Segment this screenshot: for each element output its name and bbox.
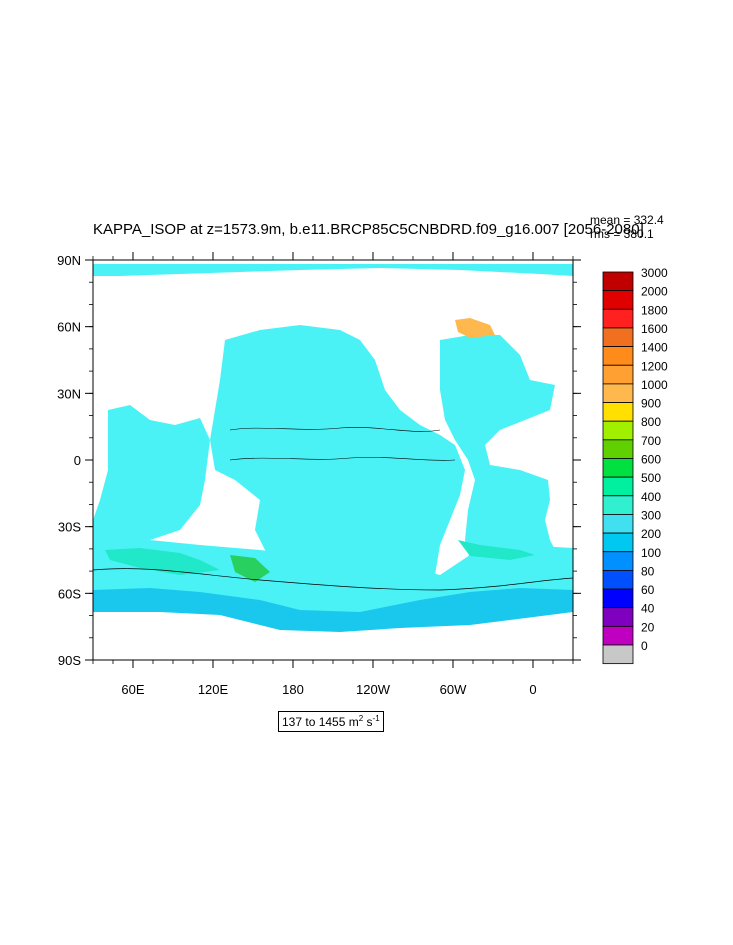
colorbar-box [602, 570, 634, 590]
lat-label: 30N [57, 386, 81, 401]
colorbar-box [602, 588, 634, 609]
colorbar-box [602, 625, 634, 646]
colorbar-box [602, 476, 634, 497]
arctic-ocean [93, 264, 573, 276]
tasman-patch [230, 555, 270, 582]
lon-label: 60W [440, 682, 467, 697]
lon-label: 60E [121, 682, 144, 697]
colorbar-label: 1400 [641, 341, 668, 355]
colorbar-box [602, 551, 634, 571]
colorbar-box [602, 607, 634, 627]
colorbar-box [602, 458, 634, 478]
indian-ocean [93, 405, 210, 550]
pacific-ocean [210, 325, 465, 580]
lon-label: 180 [282, 682, 304, 697]
map-panel [92, 259, 574, 661]
colorbar-label: 500 [641, 471, 661, 485]
colorbar-box [602, 402, 634, 422]
latitude-axis: 90N 60N 30N 0 30S 60S 90S [57, 253, 581, 668]
colorbar-box [602, 644, 634, 665]
colorbar-label: 700 [641, 434, 661, 448]
colorbar-box [602, 327, 634, 348]
southern-ocean [93, 540, 573, 628]
colorbar-box [602, 346, 634, 366]
colorbar-box [602, 420, 634, 441]
rms-stat: rms = 380.1 [590, 227, 654, 241]
longitude-axis: 60E 120E 180 120W 60W 0 [92, 252, 574, 697]
colorbar-label: 0 [641, 639, 648, 653]
lat-label: 0 [74, 453, 81, 468]
colorbar-label: 600 [641, 453, 661, 467]
labrador-patch [455, 318, 495, 338]
colorbar-label: 400 [641, 490, 661, 504]
colorbar-box [602, 271, 634, 292]
colorbar: 3000200018001600140012001000900800700600… [602, 266, 668, 665]
map-frame [92, 259, 574, 661]
colorbar-label: 100 [641, 546, 661, 560]
colorbar-label: 20 [641, 620, 655, 634]
colorbar-box [602, 383, 634, 403]
colorbar-label: 1000 [641, 378, 668, 392]
colorbar-box [602, 495, 634, 515]
colorbar-box [602, 290, 634, 310]
lon-label: 120E [198, 682, 229, 697]
lat-label: 30S [58, 520, 81, 535]
colorbar-label: 300 [641, 508, 661, 522]
colorbar-box [602, 439, 634, 459]
lon-label: 120W [356, 682, 391, 697]
south-atlantic-band [458, 540, 535, 560]
map-background [93, 260, 573, 660]
colorbar-label: 1600 [641, 322, 668, 336]
colorbar-label: 40 [641, 602, 655, 616]
units-label: 137 to 1455 m2 s-1 [278, 711, 384, 732]
colorbar-label: 900 [641, 397, 661, 411]
atlantic-ocean [440, 335, 560, 560]
colorbar-label: 2000 [641, 285, 668, 299]
colorbar-label: 800 [641, 415, 661, 429]
colorbar-label: 200 [641, 527, 661, 541]
colorbar-box [602, 364, 634, 385]
colorbar-label: 1800 [641, 303, 668, 317]
southern-low-band [93, 588, 573, 632]
tropical-contour-1 [229, 427, 441, 432]
lat-label: 60N [57, 320, 81, 335]
south-indian-band [105, 548, 220, 575]
colorbar-label: 1200 [641, 359, 668, 373]
colorbar-box [602, 514, 634, 534]
mean-stat: mean = 332.4 [590, 213, 664, 227]
plot-title: KAPPA_ISOP at z=1573.9m, b.e11.BRCP85C5C… [93, 221, 644, 238]
lat-label: 90N [57, 253, 81, 268]
lat-label: 60S [58, 586, 81, 601]
colorbar-box [602, 532, 634, 553]
southern-contour [92, 568, 574, 591]
colorbar-label: 80 [641, 564, 655, 578]
colorbar-label: 3000 [641, 266, 668, 280]
lat-label: 90S [58, 653, 81, 668]
tropical-contour-2 [229, 456, 456, 461]
colorbar-box [602, 308, 634, 329]
colorbar-label: 60 [641, 583, 655, 597]
lon-label: 0 [529, 682, 536, 697]
